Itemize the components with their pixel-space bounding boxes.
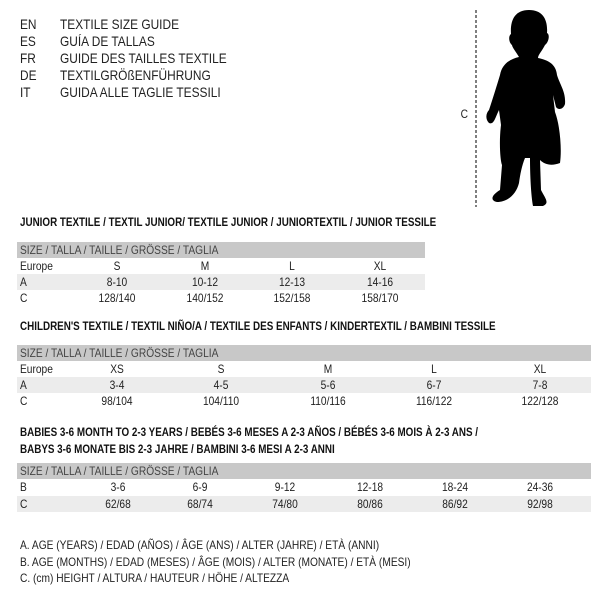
row-label: Europe xyxy=(20,259,53,273)
lang-code: EN xyxy=(20,16,37,32)
row-label: Europe xyxy=(20,362,53,376)
legend-height: C. (cm) HEIGHT / ALTURA / HAUTEUR / HÖHE… xyxy=(20,571,290,585)
lang-code: ES xyxy=(20,33,36,49)
babies-section-title-line1: BABIES 3-6 MONTH TO 2-3 YEARS / BEBÉS 3-… xyxy=(20,425,479,439)
legend-age-years: A. AGE (YEARS) / EDAD (AÑOS) / ÂGE (ANS)… xyxy=(20,538,380,552)
child-silhouette xyxy=(486,10,566,206)
table-cell: S xyxy=(113,259,121,273)
table-cell: 12-18 xyxy=(356,480,384,494)
table-cell: 9-12 xyxy=(274,480,296,494)
lang-code: IT xyxy=(20,84,31,100)
row-label: A xyxy=(20,378,27,392)
table-cell: M xyxy=(200,259,210,273)
row-label: C xyxy=(20,394,28,408)
height-measure-label: C xyxy=(460,107,469,121)
row-label: A xyxy=(20,275,27,289)
lang-code: DE xyxy=(20,67,37,83)
table-cell: XL xyxy=(373,259,387,273)
junior-size-table: SIZE / TALLA / TAILLE / GRÖSSE / TAGLIA … xyxy=(17,242,425,306)
table-row: B 3-6 6-9 9-12 12-18 18-24 24-36 xyxy=(17,479,591,496)
children-size-table: SIZE / TALLA / TAILLE / GRÖSSE / TAGLIA … xyxy=(17,345,591,409)
table-row: C 62/68 68/74 74/80 80/86 86/92 92/98 xyxy=(17,496,591,512)
table-header: SIZE / TALLA / TAILLE / GRÖSSE / TAGLIA xyxy=(17,345,591,361)
table-cell: 8-10 xyxy=(106,275,128,289)
babies-section-title-line2: BABYS 3-6 MONATE BIS 2-3 JAHRE / BAMBINI… xyxy=(20,442,335,456)
table-cell: 104/110 xyxy=(202,394,240,408)
table-row: Europe S M L XL xyxy=(17,258,425,274)
child-silhouette-icon xyxy=(475,10,566,207)
lang-code: FR xyxy=(20,50,36,66)
table-header: SIZE / TALLA / TAILLE / GRÖSSE / TAGLIA xyxy=(17,463,591,479)
table-cell: 14-16 xyxy=(366,275,394,289)
table-cell: 152/158 xyxy=(273,291,311,305)
table-row: C 128/140 140/152 152/158 158/170 xyxy=(17,290,425,306)
table-cell: 5-6 xyxy=(320,378,336,392)
children-section-title: CHILDREN'S TEXTILE / TEXTIL NIÑO/A / TEX… xyxy=(20,319,496,333)
table-cell: 128/140 xyxy=(98,291,136,305)
table-cell: 24-36 xyxy=(526,480,554,494)
table-cell: 4-5 xyxy=(213,378,229,392)
table-cell: 18-24 xyxy=(441,480,469,494)
table-cell: 6-9 xyxy=(192,480,208,494)
table-cell: 110/116 xyxy=(310,394,346,408)
table-row: C 98/104 104/110 110/116 116/122 122/128 xyxy=(17,393,591,409)
lang-title: GUÍA DE TALLAS xyxy=(60,33,155,49)
table-cell: 7-8 xyxy=(532,378,548,392)
table-cell: 3-4 xyxy=(109,378,125,392)
lang-title: GUIDE DES TAILLES TEXTILE xyxy=(60,50,227,66)
table-cell: XS xyxy=(110,362,124,376)
table-cell: L xyxy=(431,362,437,376)
table-cell: 122/128 xyxy=(521,394,559,408)
table-cell: 74/80 xyxy=(272,497,298,511)
table-cell: 98/104 xyxy=(101,394,133,408)
table-cell: L xyxy=(289,259,295,273)
lang-title: GUIDA ALLE TAGLIE TESSILI xyxy=(60,84,221,100)
lang-title: TEXTILGRÖßENFÜHRUNG xyxy=(60,67,211,83)
table-cell: 80/86 xyxy=(357,497,383,511)
table-cell: 140/152 xyxy=(186,291,224,305)
table-cell: 86/92 xyxy=(442,497,468,511)
table-cell: S xyxy=(217,362,225,376)
table-header: SIZE / TALLA / TAILLE / GRÖSSE / TAGLIA xyxy=(17,242,425,258)
legend-age-months: B. AGE (MONTHS) / EDAD (MESES) / ÂGE (MO… xyxy=(20,555,411,569)
junior-section-title: JUNIOR TEXTILE / TEXTIL JUNIOR/ TEXTILE … xyxy=(20,215,437,229)
row-label: C xyxy=(20,497,28,511)
table-cell: M xyxy=(323,362,333,376)
table-cell: 6-7 xyxy=(426,378,442,392)
row-label: B xyxy=(20,480,27,494)
table-cell: 12-13 xyxy=(278,275,306,289)
babies-size-table: SIZE / TALLA / TAILLE / GRÖSSE / TAGLIA … xyxy=(17,463,591,512)
table-cell: 116/122 xyxy=(415,394,453,408)
table-cell: XL xyxy=(533,362,547,376)
table-cell: 62/68 xyxy=(105,497,131,511)
table-row: A 8-10 10-12 12-13 14-16 xyxy=(17,274,425,290)
row-label: C xyxy=(20,291,28,305)
table-cell: 68/74 xyxy=(187,497,213,511)
lang-title: TEXTILE SIZE GUIDE xyxy=(60,16,180,32)
table-cell: 3-6 xyxy=(110,480,126,494)
table-cell: 158/170 xyxy=(361,291,399,305)
table-cell: 10-12 xyxy=(191,275,219,289)
table-row: A 3-4 4-5 5-6 6-7 7-8 xyxy=(17,377,591,393)
table-row: Europe XS S M L XL xyxy=(17,361,591,377)
table-cell: 92/98 xyxy=(527,497,553,511)
